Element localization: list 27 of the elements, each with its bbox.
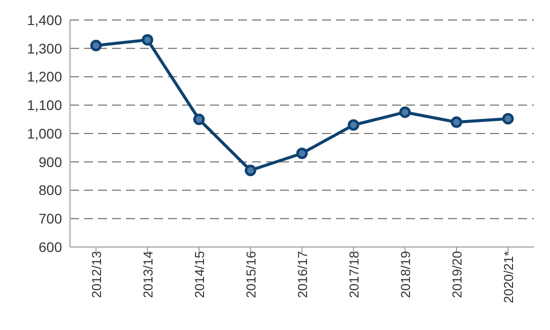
point [399, 106, 411, 118]
y-tick-label: 1,400 [26, 12, 62, 28]
x-tick-label: 2020/21* [501, 251, 516, 304]
x-tick-label: 2013/14 [140, 251, 156, 298]
point [244, 164, 256, 176]
point [90, 40, 102, 52]
y-tick-label: 700 [38, 210, 62, 227]
y-tick-label: 1,200 [26, 68, 62, 85]
y-tick-label: 600 [38, 238, 62, 255]
y-tick-label: 1,000 [26, 125, 62, 142]
point [296, 148, 308, 160]
point [450, 116, 462, 128]
x-tick-label: 2019/20 [450, 251, 465, 298]
x-tick-label: 2015/16 [244, 251, 259, 298]
y-tick-label: 1,100 [26, 97, 62, 114]
x-tick-label: 2016/17 [295, 251, 310, 298]
x-tick-label: 2017/18 [346, 251, 362, 298]
x-tick-label: 2012/13 [89, 251, 104, 298]
y-tick-label: 800 [38, 182, 62, 198]
point [142, 34, 154, 46]
x-tick-label: 2014/15 [192, 251, 208, 298]
point [502, 112, 514, 124]
x-tick-label: 2018/19 [398, 251, 414, 298]
y-tick-label: 900 [38, 154, 62, 170]
point [348, 119, 360, 131]
point [193, 114, 205, 126]
y-tick-label: 1,300 [26, 40, 62, 56]
